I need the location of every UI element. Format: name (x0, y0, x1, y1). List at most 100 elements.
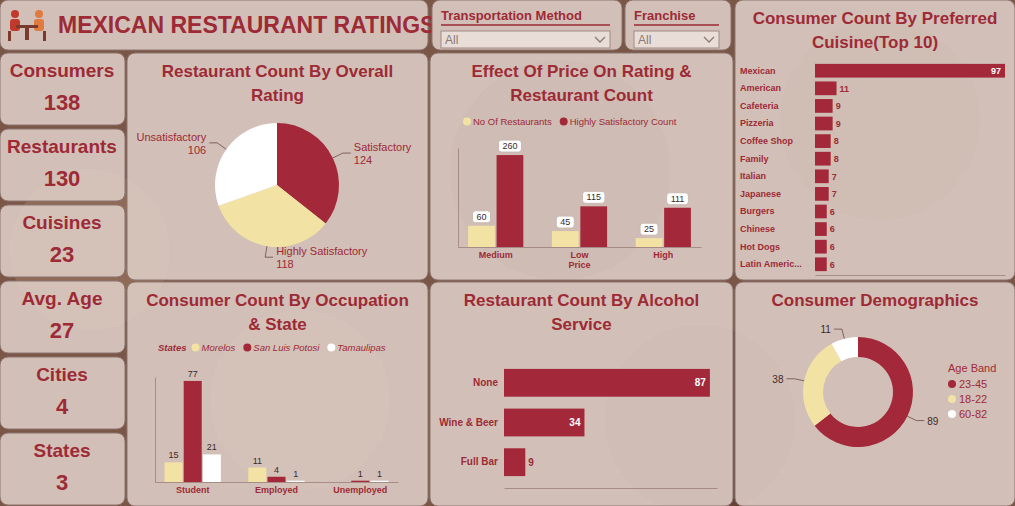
bar (815, 152, 831, 166)
data-label: 21 (207, 442, 217, 452)
chart-title: Restaurant Count By AlcoholService (464, 291, 700, 334)
tick-label: Latin Americ... (740, 259, 802, 269)
panel (432, 0, 622, 50)
filter-dropdown[interactable] (441, 31, 610, 48)
data-label: 7 (832, 189, 837, 199)
category-axis: StudentEmployedUnemployed (156, 483, 399, 496)
filter-dropdown[interactable] (634, 31, 719, 48)
data-label-group: 1 (293, 469, 298, 479)
leader-line (786, 379, 804, 381)
tick-label: Family (740, 154, 769, 164)
legend-marker (560, 118, 568, 126)
data-label: 38 (772, 374, 784, 385)
category-axis: MediumLowHigh (459, 248, 702, 261)
icon-chair (8, 31, 11, 41)
panel (0, 53, 125, 125)
bar (468, 226, 495, 247)
tick-label: Pizzeria (740, 118, 775, 128)
tick: Wine & Beer (439, 417, 498, 428)
data-label: 45 (560, 217, 570, 227)
panel (430, 53, 733, 280)
category-axis: MexicanAmericanCafeteriaPizzeriaCoffee S… (740, 61, 816, 276)
data-label-name: Satisfactory (354, 141, 412, 153)
data-label-group: 1 (358, 469, 363, 479)
legend-label: Tamaulipas (337, 342, 385, 353)
tick-label: Hot Dogs (740, 242, 780, 252)
data-label-group: 115 (583, 191, 605, 203)
tick: Full Bar (461, 456, 498, 467)
tick: Coffee Shop (740, 136, 794, 146)
panel (0, 281, 125, 353)
bar (815, 81, 837, 95)
data-label-group: 25 (640, 223, 658, 235)
bar (815, 117, 833, 131)
value-axis (458, 149, 459, 248)
kpi-value: 27 (50, 318, 74, 343)
data-label: 115 (587, 192, 601, 202)
legend-marker (463, 118, 471, 126)
icon-leg (25, 28, 29, 40)
filter-chevron (595, 37, 605, 42)
plot-area (815, 64, 1005, 271)
pie: Satisfactory124Highly Satisfactory118Uns… (136, 123, 411, 270)
kpi-label: Consumers (10, 60, 115, 81)
panel (735, 0, 1015, 280)
data-label: 34 (569, 417, 581, 428)
tick: Mexican (740, 66, 776, 76)
text-line: Rating (251, 86, 304, 105)
data-label: 89 (927, 416, 939, 427)
data-label: 8 (834, 136, 839, 146)
tick: Employed (255, 485, 298, 495)
bar (184, 381, 202, 482)
axis-line (459, 247, 702, 248)
filter-label: Transportation Method (441, 8, 582, 23)
tick: Chinese (740, 224, 775, 234)
axis-line (815, 61, 816, 276)
data-label: 260 (502, 141, 517, 151)
kpi-value: 3 (56, 470, 68, 495)
data-label: 1 (377, 469, 382, 479)
tick: American (740, 83, 781, 93)
data-label-bg (640, 223, 658, 235)
icon-chair (43, 31, 46, 41)
tick: High (653, 250, 673, 260)
data-label: 124 (354, 154, 372, 166)
text-line: Consumer Count By Occupation (146, 291, 409, 310)
data-label: 111 (671, 194, 685, 204)
text-line: Restaurant Count By Alcohol (464, 291, 700, 310)
leader-line (333, 153, 351, 158)
bar (165, 462, 183, 482)
text-line: & State (248, 315, 307, 334)
chart-title: Consumer Count By Occupation & State (146, 291, 409, 334)
dashboard-svg: MEXICAN RESTAURANT RATINGS Transportation… (0, 0, 1015, 506)
filter-underline (634, 24, 719, 26)
kpi-value: 138 (44, 90, 81, 115)
filter-label: Franchise (634, 8, 695, 23)
panel (0, 433, 125, 505)
slice (803, 344, 841, 426)
data-label-group: 21 (207, 442, 217, 452)
text-line: Consumer Demographics (772, 291, 979, 310)
bar (815, 169, 829, 183)
data-label: 11 (253, 456, 262, 466)
text-line: Effect Of Price On Rating & (471, 62, 691, 81)
dashboard-title: MEXICAN RESTAURANT RATINGS (58, 12, 435, 38)
bar (552, 231, 579, 247)
data-label-bg (556, 216, 574, 228)
kpi-label: Restaurants (7, 136, 117, 157)
text-line: Restaurant Count By Overall (162, 62, 393, 81)
tick-label: Mexican (740, 66, 776, 76)
bar (370, 481, 388, 482)
panel (735, 282, 1015, 506)
legend-label: No Of Restaurants (473, 116, 552, 127)
data-label: 1 (293, 469, 298, 479)
tick-label: Low (571, 250, 590, 260)
tick-label: Italian (740, 171, 766, 181)
data-label: 4 (274, 465, 279, 475)
background (0, 0, 1015, 506)
chart-title: Consumer Count By PreferredCuisine(Top 1… (753, 9, 998, 52)
bar (815, 187, 829, 201)
data-label-group: 1 (377, 469, 382, 479)
value-axis (155, 378, 156, 483)
legend-label: San Luis Potosi (253, 342, 320, 353)
